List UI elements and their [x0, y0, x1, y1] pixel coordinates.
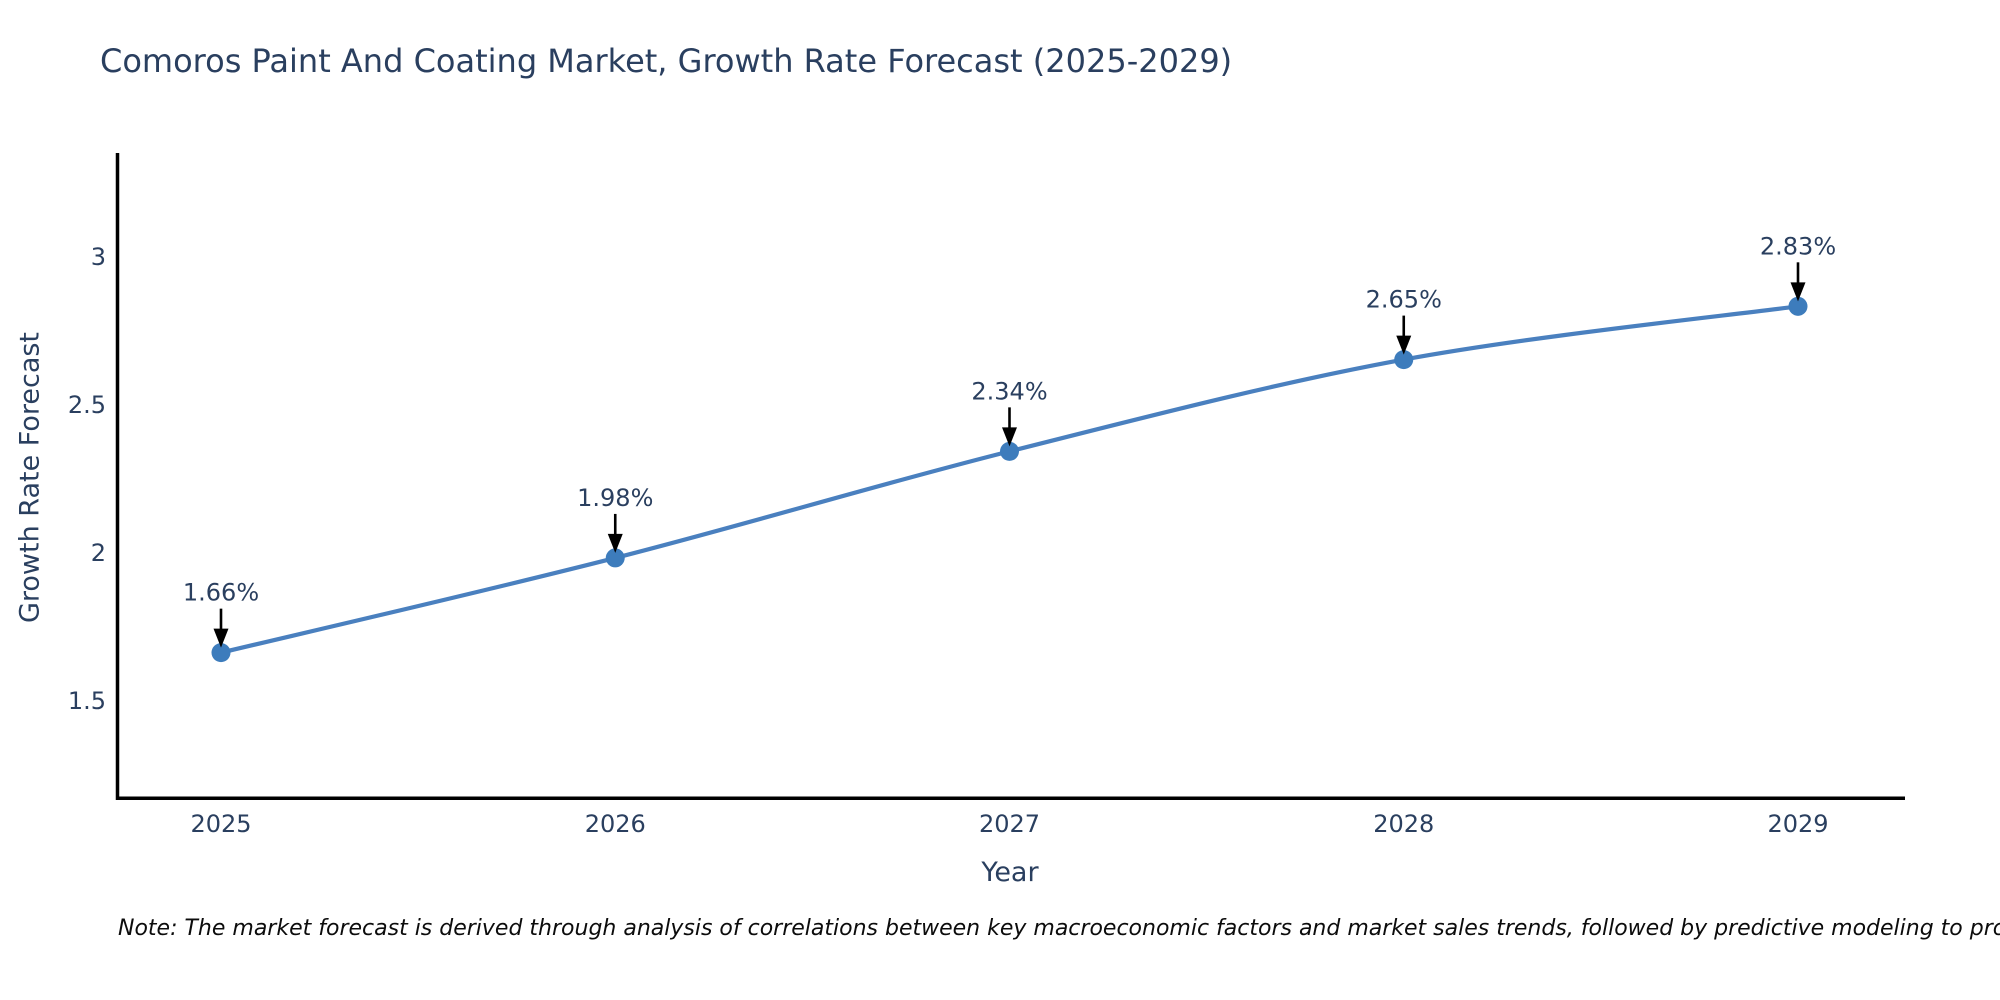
y-tick-label: 1.5 — [68, 687, 106, 715]
data-label: 2.83% — [1760, 232, 1836, 260]
y-tick-label: 3 — [91, 243, 106, 271]
data-label: 2.34% — [971, 377, 1047, 405]
data-point-marker[interactable] — [1788, 296, 1808, 316]
series-group — [211, 296, 1808, 663]
x-tick-label: 2028 — [1373, 810, 1434, 838]
y-tick-label: 2 — [91, 539, 106, 567]
axis-lines — [115, 153, 1905, 800]
data-point-marker[interactable] — [211, 643, 231, 663]
annotations-group: 1.66% 1.98% 2.34% 2.65% 2.83% — [183, 232, 1836, 648]
annotation-arrowhead — [607, 533, 623, 553]
x-tick-label: 2025 — [190, 810, 251, 838]
x-axis-title: Year — [981, 857, 1039, 888]
x-tick-label: 2029 — [1767, 810, 1828, 838]
data-label: 1.98% — [577, 484, 653, 512]
data-point-marker[interactable] — [605, 548, 625, 568]
chart-title: Comoros Paint And Coating Market, Growth… — [100, 42, 1233, 80]
data-point-marker[interactable] — [1000, 441, 1019, 461]
annotation-arrowhead — [213, 628, 229, 648]
x-tick-label: 2027 — [979, 810, 1040, 838]
x-axis-ticks: 2025 2026 2027 2028 2029 — [190, 810, 1828, 838]
data-label: 2.65% — [1366, 286, 1442, 314]
y-axis-ticks: 1.5 2 2.5 3 — [68, 243, 106, 715]
annotation-arrowhead — [1396, 335, 1412, 355]
footnote: Note: The market forecast is derived thr… — [118, 916, 2000, 941]
data-label: 1.66% — [183, 579, 259, 607]
y-tick-label: 2.5 — [68, 391, 106, 419]
data-point-marker[interactable] — [1394, 350, 1414, 370]
series-line — [218, 304, 1801, 655]
x-tick-label: 2026 — [585, 810, 646, 838]
annotation-arrowhead — [1790, 282, 1806, 302]
annotation-arrowhead — [1002, 427, 1017, 447]
